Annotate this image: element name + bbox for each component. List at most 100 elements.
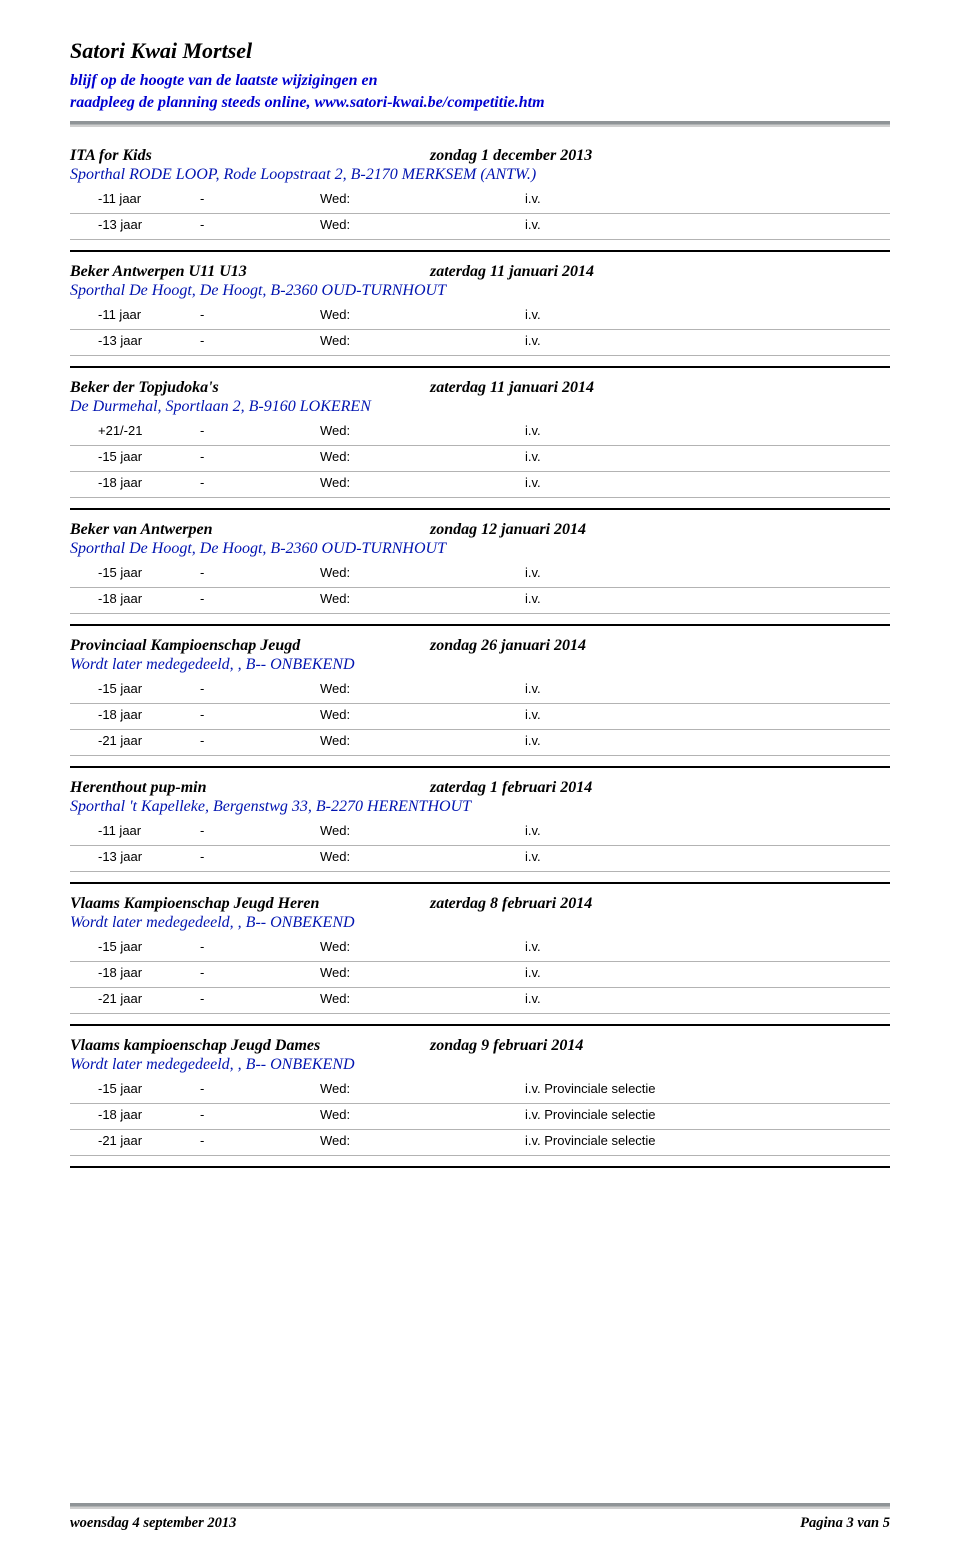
table-row: -15 jaar-Wed:i.v. xyxy=(70,936,890,962)
row-age: -18 jaar xyxy=(70,472,200,498)
row-note: i.v. xyxy=(525,962,890,988)
event-rows-table: -15 jaar-Wed:i.v.-18 jaar-Wed:i.v.-21 ja… xyxy=(70,936,890,1014)
row-note: i.v. xyxy=(525,704,890,730)
site-title: Satori Kwai Mortsel xyxy=(70,38,890,64)
row-wed-label: Wed: xyxy=(320,446,525,472)
tagline: blijf op de hoogte van de laatste wijzig… xyxy=(70,70,890,113)
table-row: -11 jaar-Wed:i.v. xyxy=(70,820,890,846)
row-age: -15 jaar xyxy=(70,678,200,704)
row-note: i.v. xyxy=(525,678,890,704)
row-dash: - xyxy=(200,188,320,214)
footer-page: Pagina 3 van 5 xyxy=(800,1515,890,1532)
row-wed-label: Wed: xyxy=(320,330,525,356)
table-row: -13 jaar-Wed:i.v. xyxy=(70,214,890,240)
row-age: -11 jaar xyxy=(70,188,200,214)
event-block: Vlaams kampioenschap Jeugd Dames zondag 9… xyxy=(70,1037,890,1168)
row-dash: - xyxy=(200,1104,320,1130)
table-row: -11 jaar-Wed:i.v. xyxy=(70,304,890,330)
event-header: ITA for Kids zondag 1 december 2013 xyxy=(70,147,890,165)
event-date: zondag 1 december 2013 xyxy=(430,147,592,165)
row-age: -11 jaar xyxy=(70,820,200,846)
event-title: Vlaams kampioenschap Jeugd Dames xyxy=(70,1037,320,1055)
row-age: -15 jaar xyxy=(70,562,200,588)
row-dash: - xyxy=(200,704,320,730)
events-container: ITA for Kidszondag 1 december 2013Sporth… xyxy=(70,147,890,1168)
row-note: i.v. xyxy=(525,988,890,1014)
row-age: -13 jaar xyxy=(70,330,200,356)
tagline-line2: raadpleeg de planning steeds online, www… xyxy=(70,94,545,111)
event-date: zondag 9 februari 2014 xyxy=(430,1037,583,1055)
row-note: i.v. xyxy=(525,730,890,756)
event-header: Beker der Topjudoka'szaterdag 11 januari… xyxy=(70,379,890,397)
event-title: ITA for Kids xyxy=(70,147,152,165)
row-wed-label: Wed: xyxy=(320,420,525,446)
row-age: -15 jaar xyxy=(70,936,200,962)
event-title: Beker Antwerpen U11 U13 xyxy=(70,263,247,281)
row-note: i.v. xyxy=(525,588,890,614)
event-rows-table: -11 jaar-Wed:i.v.-13 jaar-Wed:i.v. xyxy=(70,188,890,240)
event-venue: Sporthal De Hoogt, De Hoogt, B-2360 OUD-… xyxy=(70,282,890,300)
table-row: -15 jaar-Wed:i.v. Provinciale selectie xyxy=(70,1078,890,1104)
table-row: -13 jaar-Wed:i.v. xyxy=(70,330,890,356)
row-wed-label: Wed: xyxy=(320,1078,525,1104)
event-date: zaterdag 11 januari 2014 xyxy=(430,263,594,281)
event-date: zondag 12 januari 2014 xyxy=(430,521,586,539)
table-row: -18 jaar-Wed:i.v. Provinciale selectie xyxy=(70,1104,890,1130)
row-wed-label: Wed: xyxy=(320,214,525,240)
row-dash: - xyxy=(200,588,320,614)
row-note: i.v. Provinciale selectie xyxy=(525,1104,890,1130)
row-wed-label: Wed: xyxy=(320,936,525,962)
event-separator xyxy=(70,1024,890,1026)
row-dash: - xyxy=(200,820,320,846)
table-row: -18 jaar-Wed:i.v. xyxy=(70,588,890,614)
row-note: i.v. xyxy=(525,846,890,872)
event-separator xyxy=(70,882,890,884)
row-wed-label: Wed: xyxy=(320,1130,525,1156)
row-wed-label: Wed: xyxy=(320,1104,525,1130)
row-wed-label: Wed: xyxy=(320,562,525,588)
event-date: zondag 26 januari 2014 xyxy=(430,637,586,655)
header-divider xyxy=(70,121,890,127)
table-row: -11 jaar-Wed:i.v. xyxy=(70,188,890,214)
event-venue: Wordt later medegedeeld, , B-- ONBEKEND xyxy=(70,914,890,932)
row-age: -18 jaar xyxy=(70,704,200,730)
event-date: zaterdag 8 februari 2014 xyxy=(430,895,592,913)
row-dash: - xyxy=(200,962,320,988)
row-age: -18 jaar xyxy=(70,588,200,614)
event-header: Herenthout pup-minzaterdag 1 februari 20… xyxy=(70,779,890,797)
row-wed-label: Wed: xyxy=(320,304,525,330)
table-row: +21/-21-Wed:i.v. xyxy=(70,420,890,446)
row-note: i.v. xyxy=(525,820,890,846)
table-row: -18 jaar-Wed:i.v. xyxy=(70,704,890,730)
event-block: Beker der Topjudoka'szaterdag 11 januari… xyxy=(70,379,890,510)
footer-date: woensdag 4 september 2013 xyxy=(70,1515,236,1532)
event-venue: Sporthal De Hoogt, De Hoogt, B-2360 OUD-… xyxy=(70,540,890,558)
row-dash: - xyxy=(200,1078,320,1104)
row-age: -15 jaar xyxy=(70,446,200,472)
row-age: -21 jaar xyxy=(70,1130,200,1156)
tagline-line1: blijf op de hoogte van de laatste wijzig… xyxy=(70,72,378,89)
row-wed-label: Wed: xyxy=(320,988,525,1014)
row-dash: - xyxy=(200,988,320,1014)
row-note: i.v. xyxy=(525,562,890,588)
row-note: i.v. xyxy=(525,472,890,498)
row-wed-label: Wed: xyxy=(320,678,525,704)
row-wed-label: Wed: xyxy=(320,472,525,498)
row-wed-label: Wed: xyxy=(320,846,525,872)
event-separator xyxy=(70,250,890,252)
event-rows-table: -15 jaar-Wed:i.v. Provinciale selectie-1… xyxy=(70,1078,890,1156)
row-age: -13 jaar xyxy=(70,846,200,872)
event-header: Vlaams kampioenschap Jeugd Dames zondag 9… xyxy=(70,1037,890,1055)
row-dash: - xyxy=(200,472,320,498)
row-dash: - xyxy=(200,678,320,704)
footer-divider xyxy=(70,1503,890,1509)
row-dash: - xyxy=(200,1130,320,1156)
row-dash: - xyxy=(200,446,320,472)
event-separator xyxy=(70,624,890,626)
table-row: -21 jaar-Wed:i.v. xyxy=(70,988,890,1014)
row-note: i.v. xyxy=(525,446,890,472)
event-venue: Sporthal RODE LOOP, Rode Loopstraat 2, B… xyxy=(70,166,890,184)
row-note: i.v. xyxy=(525,936,890,962)
row-wed-label: Wed: xyxy=(320,730,525,756)
table-row: -13 jaar-Wed:i.v. xyxy=(70,846,890,872)
